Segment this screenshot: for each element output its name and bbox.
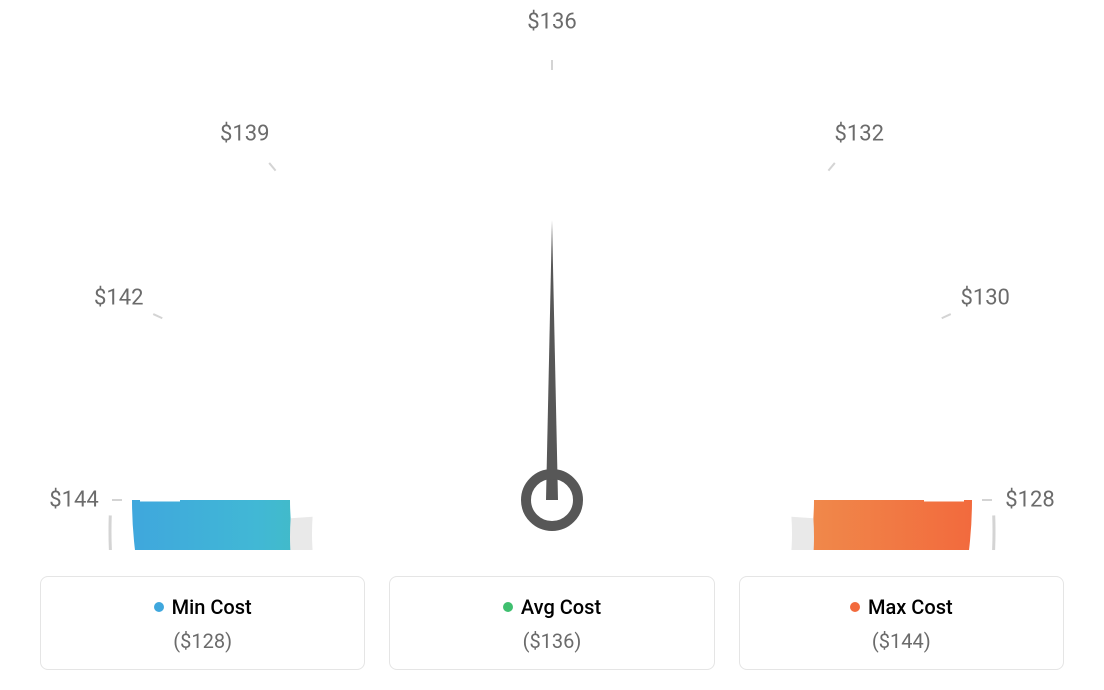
dot-icon <box>503 602 513 612</box>
legend-title-avg: Avg Cost <box>503 595 601 619</box>
legend-row: Min Cost ($128) Avg Cost ($136) Max Cost… <box>40 576 1064 670</box>
gauge-tick-label: $130 <box>960 285 1009 310</box>
cost-gauge: $128$130$132$136$139$142$144 <box>72 20 1032 554</box>
gauge-tick-label: $132 <box>835 121 884 146</box>
legend-title-text: Min Cost <box>172 595 252 619</box>
legend-title-min: Min Cost <box>154 595 252 619</box>
gauge-tick-label: $136 <box>527 10 576 35</box>
gauge-tick-label: $128 <box>1005 488 1054 513</box>
legend-title-text: Avg Cost <box>521 595 601 619</box>
legend-title-text: Max Cost <box>868 595 953 619</box>
legend-card-avg: Avg Cost ($136) <box>389 576 714 670</box>
gauge-svg <box>72 20 1032 550</box>
legend-value-max: ($144) <box>752 629 1051 653</box>
legend-value-avg: ($136) <box>402 629 701 653</box>
dot-icon <box>154 602 164 612</box>
dot-icon <box>850 602 860 612</box>
legend-card-min: Min Cost ($128) <box>40 576 365 670</box>
gauge-tick-label: $144 <box>49 488 98 513</box>
legend-value-min: ($128) <box>53 629 352 653</box>
legend-title-max: Max Cost <box>850 595 953 619</box>
gauge-tick-label: $142 <box>94 285 143 310</box>
legend-card-max: Max Cost ($144) <box>739 576 1064 670</box>
gauge-tick-label: $139 <box>220 121 269 146</box>
